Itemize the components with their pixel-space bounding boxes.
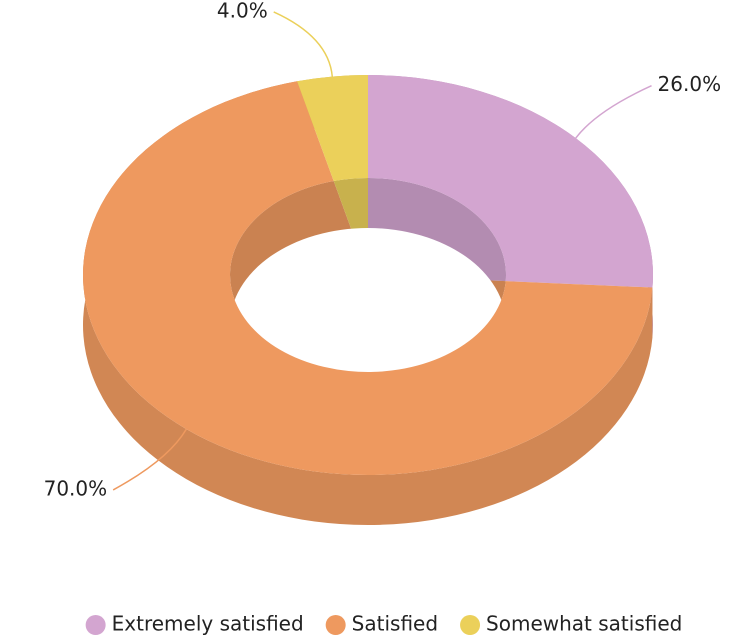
leader-line — [273, 11, 334, 77]
data-label: 70.0% — [44, 476, 108, 500]
legend-label: Somewhat satisfied — [486, 612, 682, 636]
data-label: 4.0% — [217, 0, 268, 22]
slice — [83, 81, 653, 476]
legend-item: Satisfied — [325, 612, 438, 636]
legend-label: Extremely satisfied — [112, 612, 304, 636]
data-label: 26.0% — [658, 72, 722, 96]
slice — [297, 75, 368, 182]
slice — [368, 75, 653, 288]
legend-label: Satisfied — [352, 612, 438, 636]
legend-item: Somewhat satisfied — [460, 612, 682, 636]
legend-marker — [460, 615, 481, 635]
leader-line — [575, 85, 652, 139]
legend-item: Extremely satisfied — [85, 612, 304, 636]
legend-marker — [85, 615, 106, 635]
leader-line — [112, 428, 187, 491]
legend-marker — [325, 615, 346, 635]
